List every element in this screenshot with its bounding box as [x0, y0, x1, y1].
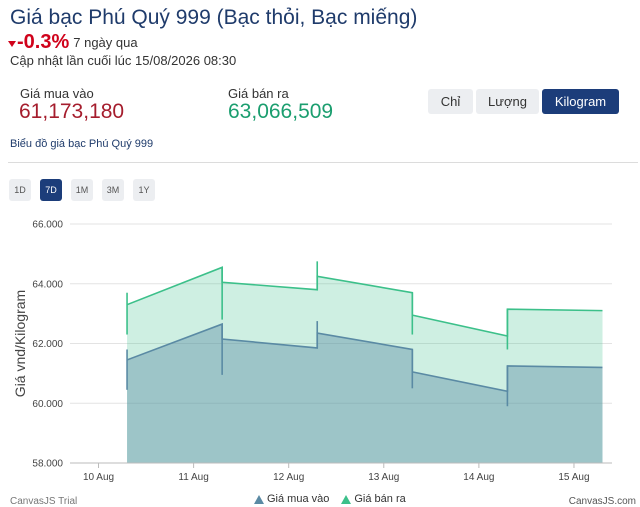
y-tick-label: 66.000: [32, 220, 63, 231]
price-change: -0.3% 7 ngày qua: [8, 31, 138, 54]
legend-buy-label: Giá mua vào: [267, 493, 330, 505]
legend-sell-marker-icon: [341, 494, 352, 504]
chart-heading: Biểu đồ giá bạc Phú Quý 999: [10, 138, 154, 150]
page-title: Giá bạc Phú Quý 999 (Bạc thỏi, Bạc miếng…: [10, 6, 418, 29]
y-tick-label: 64.000: [32, 279, 63, 290]
canvasjs-credit-link[interactable]: CanvasJS.com: [568, 496, 636, 507]
legend-buy-marker-icon: [254, 494, 264, 504]
unit-chi-button[interactable]: Chỉ: [428, 89, 473, 114]
series-area-1: [127, 267, 603, 463]
legend-item-sell[interactable]: Giá bán ra: [341, 493, 406, 505]
sell-price-value: 63,066,509: [228, 100, 334, 123]
canvasjs-trial-label: CanvasJS Trial: [10, 496, 78, 507]
unit-luong-button[interactable]: Lượng: [476, 89, 539, 114]
range-selector: 1D 7D 1M 3M 1Y: [9, 179, 164, 201]
y-tick-label: 60.000: [32, 399, 63, 410]
price-chart[interactable]: 58.000 60.000 62.000 64.000 66.000 Giá vnd/Ki…: [0, 205, 640, 487]
range-1d-button[interactable]: 1D: [9, 179, 31, 201]
legend-sell-label: Giá bán ra: [354, 493, 406, 505]
y-axis-title: Giá vnd/Kilogram: [12, 290, 28, 397]
legend-item-buy[interactable]: Giá mua vào: [254, 493, 329, 505]
x-tick-label: 12 Aug: [273, 472, 304, 483]
change-percent: -0.3%: [17, 31, 70, 53]
buy-price-label: Giá mua vào: [20, 86, 94, 101]
x-tick-label: 13 Aug: [368, 472, 399, 483]
sell-price-label: Giá bán ra: [228, 86, 289, 101]
range-1y-button[interactable]: 1Y: [133, 179, 155, 201]
divider: [8, 162, 638, 163]
series-area-0: [127, 324, 603, 463]
x-tick-label: 11 Aug: [178, 472, 208, 483]
x-tick-label: 14 Aug: [463, 472, 494, 483]
down-arrow-icon: [8, 40, 16, 47]
y-tick-label: 58.000: [32, 459, 63, 470]
range-7d-button[interactable]: 7D: [40, 179, 62, 201]
last-updated: Cập nhật lần cuối lúc 15/08/2026 08:30: [10, 53, 237, 68]
unit-selector: Chỉ Lượng Kilogram: [428, 89, 622, 114]
buy-price-value: 61,173,180: [19, 100, 125, 123]
range-3m-button[interactable]: 3M: [102, 179, 124, 201]
x-tick-label: 10 Aug: [83, 472, 114, 483]
range-1m-button[interactable]: 1M: [71, 179, 93, 201]
y-tick-label: 62.000: [32, 339, 63, 350]
chart-legend: Giá mua vào Giá bán ra: [254, 493, 418, 505]
change-period: 7 ngày qua: [73, 35, 138, 50]
x-tick-label: 15 Aug: [558, 472, 589, 483]
unit-kilogram-button[interactable]: Kilogram: [542, 89, 619, 114]
